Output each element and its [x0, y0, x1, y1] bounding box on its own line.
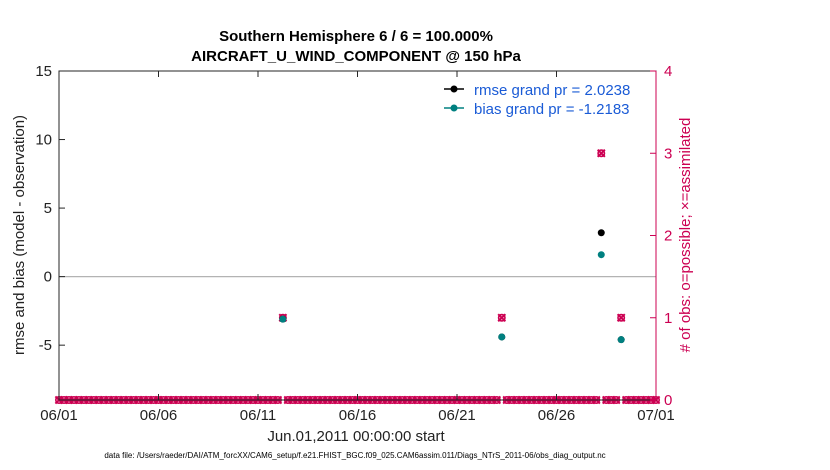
bias-point [597, 251, 605, 259]
y-tick-label: 0 [44, 269, 52, 286]
chart-subtitle: AIRCRAFT_U_WIND_COMPONENT @ 150 hPa [191, 48, 521, 65]
x-tick-label: 06/11 [240, 407, 276, 424]
x-tick-label: 06/21 [438, 407, 476, 424]
x-axis-label: Jun.01,2011 00:00:00 start [267, 428, 445, 445]
y2-tick-label: 2 [664, 228, 672, 245]
rmse-point [597, 229, 605, 237]
bias-point [498, 333, 506, 341]
stat-points-layer [279, 229, 625, 344]
y2-tick-label: 3 [664, 145, 672, 162]
y-axis-right: 0 1 2 3 4 [650, 63, 672, 409]
y-axis-left: -5 0 5 10 15 [35, 63, 65, 354]
y2-axis-label: # of obs: o=possible; ×=assimilated [677, 118, 694, 353]
bias-point [617, 336, 625, 344]
y2-tick-label: 1 [664, 310, 672, 327]
obs-assimilated-marker [596, 148, 606, 158]
obs-possible-marker [597, 149, 606, 158]
obs-possible-marker [617, 313, 626, 322]
y-tick-label: 10 [35, 132, 52, 149]
x-tick-label: 07/01 [637, 407, 675, 424]
y-tick-label: -5 [39, 337, 52, 354]
legend: rmse grand pr = 2.0238 bias grand pr = -… [444, 82, 630, 118]
obs-assimilated-marker [616, 313, 626, 323]
y-tick-label: 5 [44, 200, 52, 217]
legend-label-rmse: rmse grand pr = 2.0238 [474, 82, 630, 99]
x-tick-label: 06/01 [40, 407, 78, 424]
x-tick-label: 06/16 [339, 407, 377, 424]
x-axis: 06/01 06/06 06/11 06/16 06/21 06/26 07/01 [40, 71, 675, 424]
legend-marker-rmse [450, 85, 458, 93]
x-tick-label: 06/06 [140, 407, 178, 424]
footnote: data file: /Users/raeder/DAI/ATM_forcXX/… [104, 451, 605, 460]
legend-marker-bias [450, 104, 458, 112]
y-tick-label: 15 [35, 63, 52, 80]
y-axis-label: rmse and bias (model - observation) [11, 115, 28, 355]
plot-frame [58, 70, 657, 401]
y2-tick-label: 4 [664, 63, 672, 80]
obs-possible-marker [497, 313, 506, 322]
legend-label-bias: bias grand pr = -1.2183 [474, 101, 630, 118]
y2-tick-label: 0 [664, 392, 672, 409]
obs-assimilated-marker [497, 313, 507, 323]
chart-title: Southern Hemisphere 6 / 6 = 100.000% [219, 28, 493, 45]
bias-point [279, 315, 287, 323]
x-tick-label: 06/26 [538, 407, 576, 424]
